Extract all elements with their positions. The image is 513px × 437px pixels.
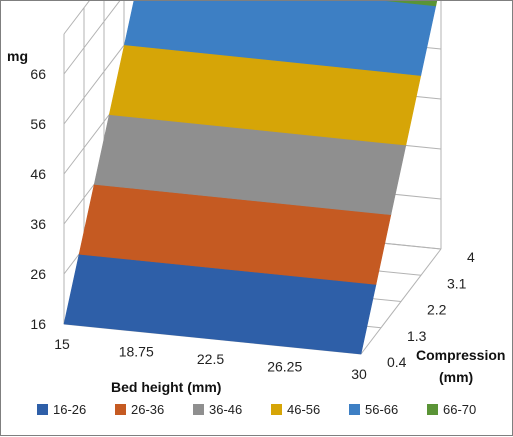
y-tick-labels: 0.41.32.23.14 [387, 249, 475, 370]
grid-line [63, 1, 121, 75]
x-tick-label: 26.25 [267, 359, 302, 375]
x-axis-title: Bed height (mm) [111, 379, 221, 395]
surface-band-66-70 [386, 1, 438, 7]
z-tick-label: 46 [30, 166, 46, 182]
y-tick-label: 3.1 [447, 275, 467, 291]
z-tick-label: 56 [30, 116, 46, 132]
z-tick-labels: 16 26 36 46 56 66 [30, 66, 46, 332]
legend-label: 46-56 [287, 402, 320, 417]
y-tick-label: 1.3 [407, 328, 427, 344]
z-tick-label: 66 [30, 66, 46, 82]
z-tick-label: 16 [30, 316, 46, 332]
legend-label: 16-26 [53, 402, 86, 417]
surface-bands [63, 1, 438, 355]
y-axis-title-line2: (mm) [439, 369, 473, 385]
y-axis-title-line1: Compression [416, 347, 505, 363]
x-tick-label: 22.5 [197, 351, 224, 367]
z-tick-label: 36 [30, 216, 46, 232]
legend-swatch [115, 404, 126, 415]
legend-swatch [427, 404, 438, 415]
legend-swatch [271, 404, 282, 415]
legend-swatch [349, 404, 360, 415]
legend-label: 56-66 [365, 402, 398, 417]
legend-label: 66-70 [443, 402, 476, 417]
x-tick-label: 15 [54, 336, 70, 352]
y-tick-label: 0.4 [387, 354, 407, 370]
legend-label: 26-36 [131, 402, 164, 417]
legend-swatch [37, 404, 48, 415]
legend-label: 36-46 [209, 402, 242, 417]
y-tick-label: 4 [467, 249, 475, 265]
y-tick-label: 2.2 [427, 302, 447, 318]
legend-swatch [193, 404, 204, 415]
x-tick-label: 18.75 [119, 344, 154, 360]
x-tick-labels: 15 18.75 22.5 26.25 30 [54, 336, 367, 382]
legend: 16-26 26-36 36-46 46-56 56-66 66-70 [37, 402, 476, 417]
z-axis-title: mg [7, 48, 28, 64]
z-tick-label: 26 [30, 266, 46, 282]
x-tick-label: 30 [351, 366, 367, 382]
